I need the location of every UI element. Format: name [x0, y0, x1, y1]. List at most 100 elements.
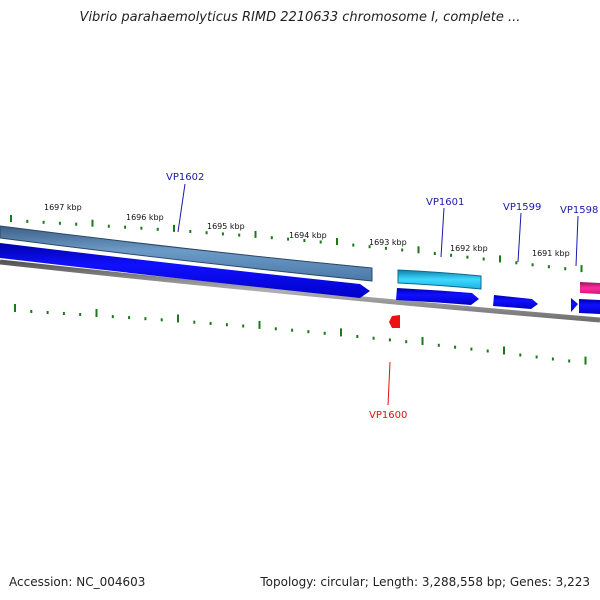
chromosome-backbone [0, 259, 600, 323]
gene-vp1600-arrow[interactable] [389, 315, 400, 328]
scale-tick [10, 215, 12, 222]
scale-tick [75, 222, 78, 226]
gene-vp1602-cds[interactable] [0, 225, 373, 282]
leader-vp1598 [575, 215, 579, 267]
scale-tick [140, 226, 143, 230]
scale-labels: 1697 kbp 1696 kbp 1695 kbp 1694 kbp 1693… [44, 203, 570, 258]
scale-tick [499, 255, 501, 263]
scale-tick [519, 353, 522, 357]
scale-tick [551, 357, 554, 361]
gene-labels: VP1602 VP1601 VP1599 VP1598 VP1600 [166, 172, 598, 421]
scale-tick [340, 328, 342, 337]
scale-tick [401, 248, 404, 252]
scale-tick [323, 331, 326, 335]
scale-tick [91, 219, 94, 227]
scale-tick [221, 232, 224, 236]
scale-tick [42, 220, 45, 224]
scale-tick [368, 245, 371, 249]
scale-tick [433, 252, 436, 255]
scale-tick [388, 338, 391, 342]
scale-tick [584, 356, 587, 365]
gene-label-vp1600[interactable]: VP1600 [369, 410, 407, 421]
scale-ticks-bottom [14, 304, 587, 365]
gene-vp1598-cds[interactable] [580, 282, 600, 294]
scale-tick [46, 311, 49, 314]
scale-tick [144, 317, 147, 321]
gene-label-vp1602[interactable]: VP1602 [166, 172, 204, 183]
scale-tick [482, 257, 485, 261]
leader-vp1599 [517, 212, 522, 263]
scale-tick [486, 349, 489, 353]
scale-tick [352, 243, 355, 247]
scale-tick [356, 335, 359, 338]
scale-tick [417, 246, 420, 254]
scale-tick [107, 224, 110, 228]
scale-tick [437, 343, 440, 347]
scale-tick [95, 309, 98, 317]
scale-tick [454, 345, 457, 349]
scale-tick [515, 261, 518, 265]
scale-label-1692: 1692 kbp [450, 244, 488, 253]
scale-tick [470, 347, 473, 351]
scale-label-1693: 1693 kbp [369, 238, 407, 247]
scale-tick [384, 246, 387, 250]
scale-tick [535, 355, 538, 359]
scale-tick [128, 316, 131, 320]
scale-tick [254, 230, 257, 238]
scale-tick [336, 238, 338, 245]
scale-tick [242, 324, 245, 328]
scale-tick [303, 239, 306, 242]
leader-vp1600 [387, 361, 391, 406]
scale-tick [193, 320, 196, 324]
topology-summary: Topology: circular; Length: 3,288,558 bp… [260, 575, 590, 589]
gene-vp1598-arrow[interactable] [579, 299, 600, 314]
scale-label-1694: 1694 kbp [289, 231, 327, 240]
scale-label-1695: 1695 kbp [207, 222, 245, 231]
gene-label-vp1598[interactable]: VP1598 [560, 205, 598, 216]
scale-tick [160, 318, 163, 322]
scale-tick [111, 315, 114, 319]
gene-vp1601-arrow[interactable] [396, 288, 479, 305]
gene-vp1598-small-arrow[interactable] [571, 298, 578, 312]
scale-tick [79, 313, 82, 316]
scale-tick [209, 321, 212, 325]
scale-tick [26, 219, 29, 223]
scale-tick [156, 227, 159, 231]
scale-tick [503, 346, 505, 355]
scale-tick [421, 337, 424, 345]
gene-vp1602-arrow[interactable] [0, 243, 370, 298]
accession-label: Accession: NC_004603 [9, 575, 146, 589]
scale-label-1691: 1691 kbp [532, 249, 570, 258]
gene-label-vp1599[interactable]: VP1599 [503, 202, 541, 213]
scale-tick [291, 328, 294, 332]
scale-tick [270, 236, 273, 240]
gene-label-vp1601[interactable]: VP1601 [426, 197, 464, 208]
scale-tick [405, 340, 408, 344]
leader-vp1601 [440, 207, 445, 258]
scale-tick [307, 330, 310, 334]
map-title: Vibrio parahaemolyticus RIMD 2210633 chr… [79, 10, 521, 25]
scale-label-1696: 1696 kbp [126, 213, 164, 222]
scale-tick [225, 323, 228, 327]
scale-tick [177, 314, 179, 323]
scale-tick [258, 320, 261, 329]
scale-tick [238, 233, 241, 237]
scale-tick [14, 304, 16, 312]
scale-label-1697: 1697 kbp [44, 203, 82, 212]
scale-tick [58, 221, 61, 225]
scale-tick [62, 312, 65, 315]
scale-tick [173, 224, 175, 232]
scale-ticks-top [10, 215, 583, 273]
gene-vp1599-arrow[interactable] [493, 295, 538, 309]
gene-vp1601-cds[interactable] [397, 269, 482, 290]
scale-tick [124, 225, 127, 229]
scale-tick [547, 265, 550, 269]
scale-tick [274, 327, 277, 331]
leader-vp1602 [177, 183, 186, 233]
scale-tick [205, 231, 208, 235]
scale-tick [30, 310, 33, 313]
scale-tick [564, 267, 567, 271]
scale-tick [319, 240, 322, 244]
